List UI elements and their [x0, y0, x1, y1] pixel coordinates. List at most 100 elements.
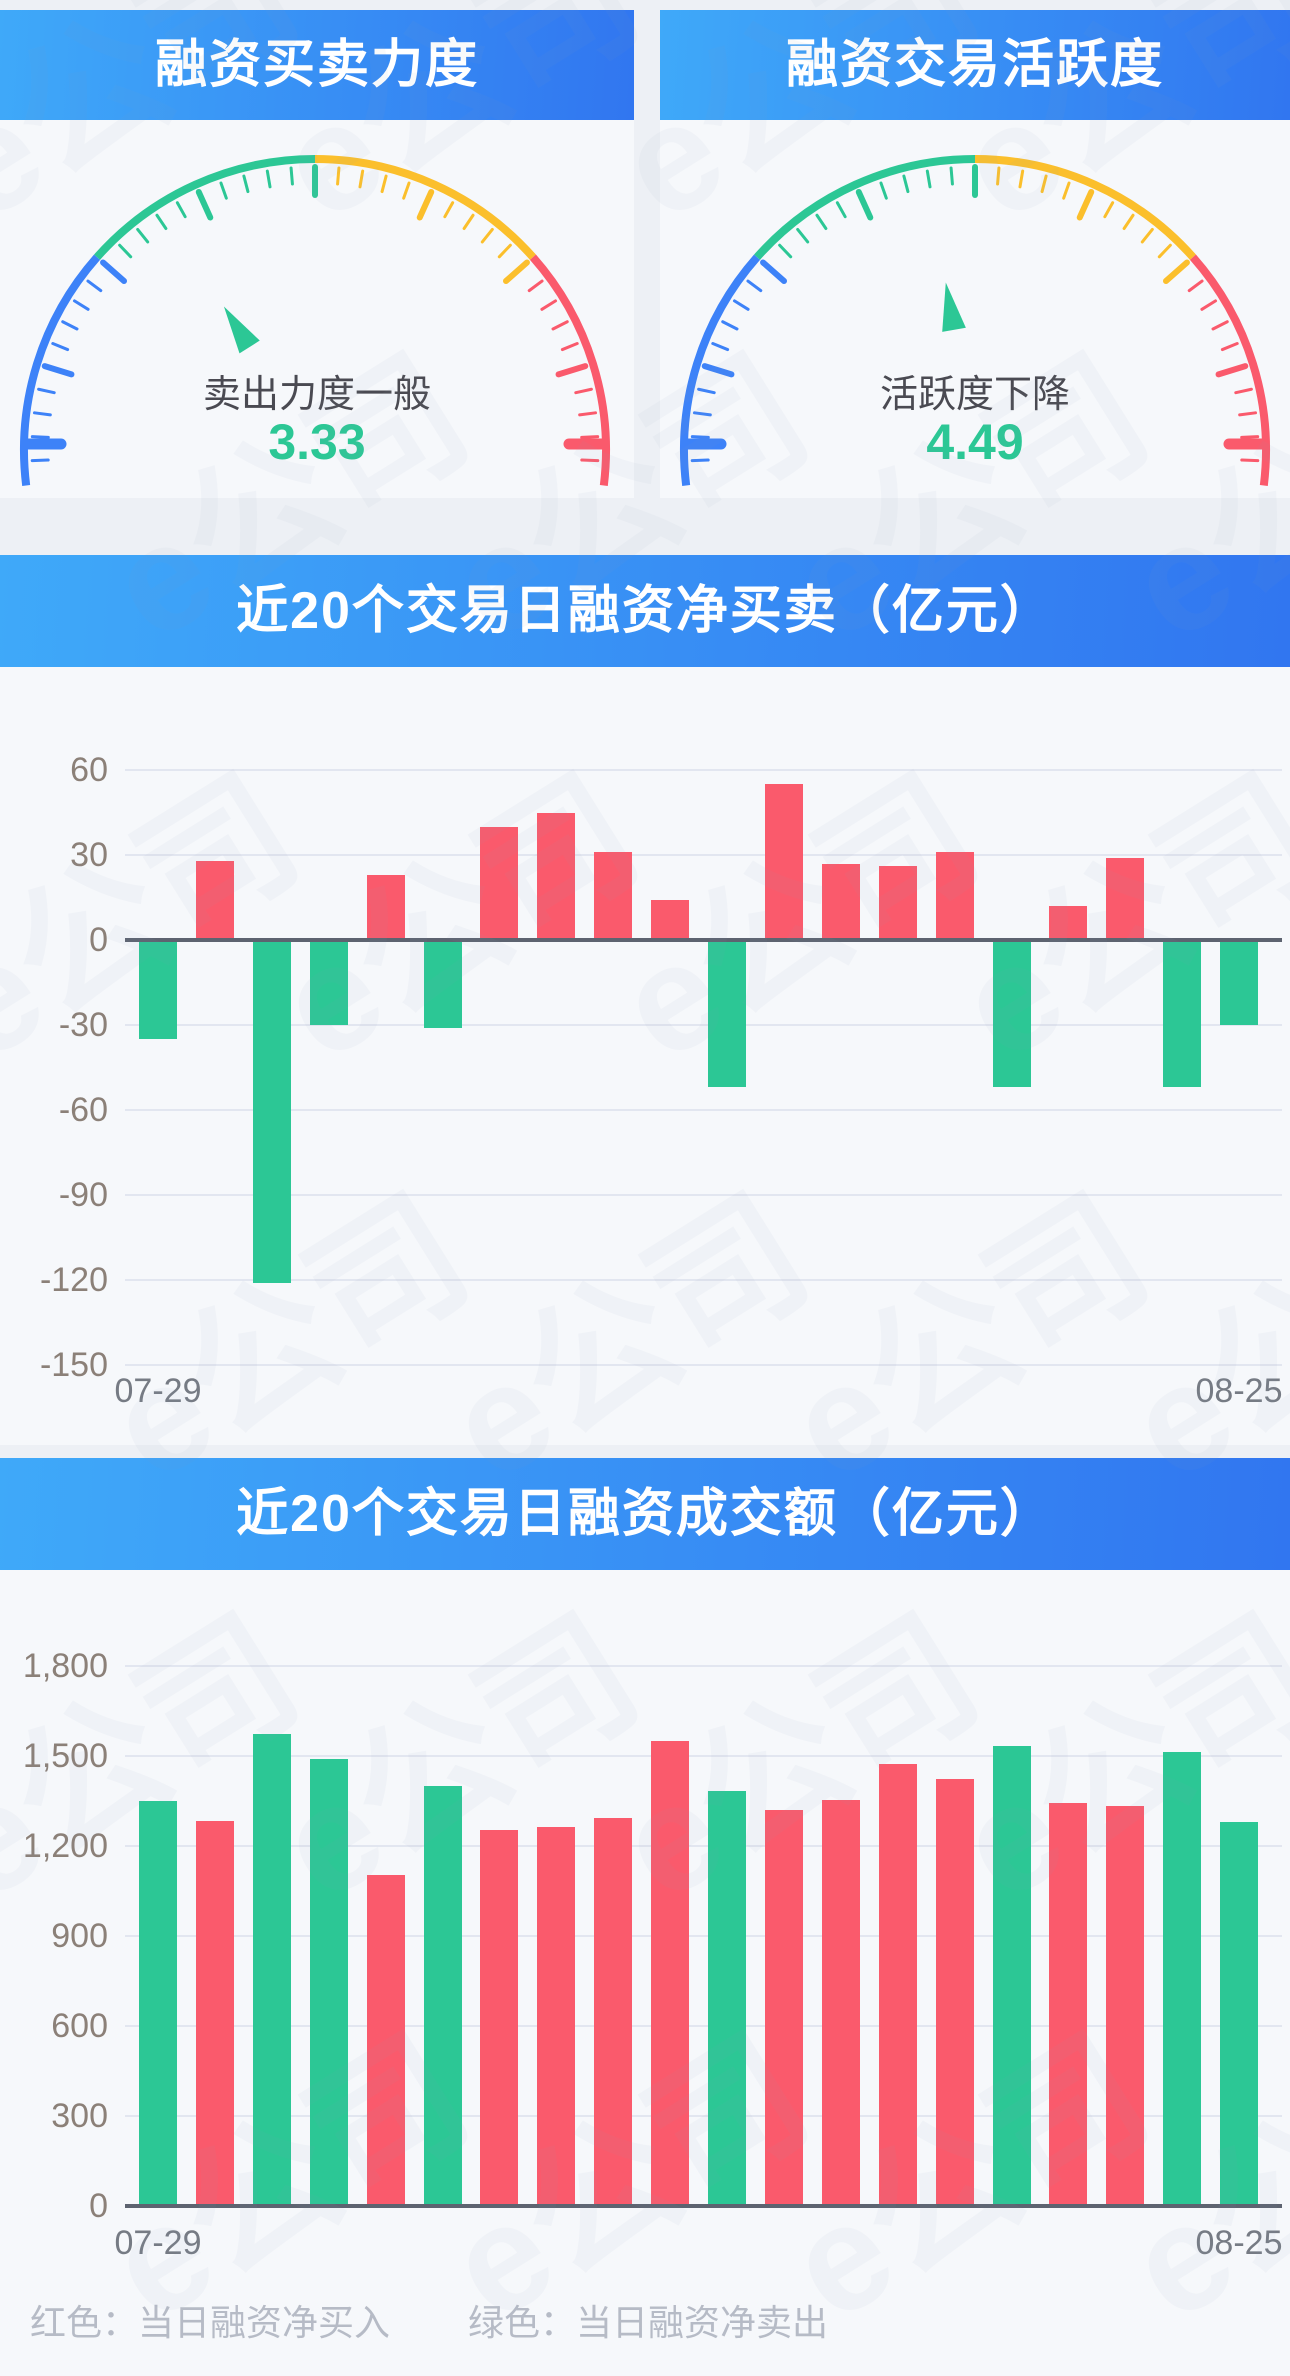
bar [878, 866, 917, 940]
gauge-minor-tick [1238, 411, 1258, 417]
chart-turnover-plot: 1,800 1,500 1,200 900 600 300 0 07-29 08-25 红色：当日… [0, 1570, 1290, 2376]
bar [1220, 940, 1259, 1025]
gauge-minor-tick [690, 435, 710, 439]
gauge-minor-tick [732, 299, 750, 311]
gauge-minor-tick [574, 387, 593, 395]
gauge-card-trading-activity: 融资交易活跃度 活跃度下降 4.49 [660, 10, 1290, 498]
bar [195, 1820, 234, 2206]
gauge-minor-tick [1062, 181, 1071, 200]
gauge-minor-tick [540, 299, 558, 311]
grid-line [125, 2025, 1282, 2027]
section-title: 近20个交易日融资成交额（亿元） [236, 1485, 1054, 1543]
gauge-arc-segment [20, 254, 101, 486]
gauge-major-tick [416, 188, 435, 221]
gauge-minor-tick [778, 243, 793, 259]
y-axis-label: 1,800 [22, 1647, 108, 1685]
gauge-minor-tick [32, 411, 52, 417]
x-axis-label-first: 07-29 [114, 1372, 202, 1410]
grid-line [125, 1935, 1282, 1937]
grid-line [125, 1755, 1282, 1757]
gauge-minor-tick [61, 320, 79, 331]
gauge-minor-tick [690, 458, 710, 463]
gauge-minor-tick [30, 458, 50, 463]
gauge-minor-tick [1234, 387, 1253, 395]
gauge-minor-tick [86, 279, 103, 293]
gauge-value: 4.49 [926, 414, 1024, 470]
bar [139, 940, 177, 1040]
gauge-card-title: 融资交易活跃度 [785, 36, 1164, 94]
gauge-minor-tick [949, 166, 954, 186]
gauge-needle [942, 282, 966, 332]
grid-line [125, 1665, 1282, 1667]
grid-line [125, 1845, 1282, 1847]
x-axis-zero-line [125, 938, 1282, 942]
gauge-minor-tick [902, 174, 910, 194]
bar [878, 1763, 917, 2206]
gauge-minor-tick [746, 279, 763, 293]
grid-line [125, 1363, 1282, 1366]
gauge-minor-tick [175, 201, 187, 219]
bar [651, 1741, 690, 2206]
banner-turnover: 近20个交易日融资成交额（亿元） [0, 1458, 1290, 1570]
x-axis-label-last: 08-25 [1195, 2224, 1283, 2262]
gauge-major-tick [555, 363, 589, 378]
bar [480, 826, 519, 940]
section-turnover: 近20个交易日融资成交额（亿元） 1,800 1,500 1,200 900 600 30… [0, 1458, 1290, 2376]
gauge-minor-tick [1140, 227, 1154, 244]
y-axis-label: 60 [70, 751, 108, 789]
gauge-minor-tick [1240, 458, 1260, 463]
bar [821, 863, 860, 940]
gauge-minor-tick [1240, 435, 1260, 439]
gauge-minor-tick [925, 169, 932, 189]
y-axis-label: 1,500 [22, 1737, 108, 1775]
gauge-minor-tick [1157, 243, 1172, 259]
gauge-minor-tick [580, 458, 600, 463]
bar [764, 784, 803, 940]
gauge-minor-tick [835, 201, 847, 219]
gauge-minor-tick [796, 227, 810, 244]
grid-line [125, 1193, 1282, 1196]
gauge-minor-tick [289, 166, 294, 186]
bar [1106, 857, 1145, 940]
legend-green-label: 绿色：当日融资净卖出 [468, 2302, 829, 2343]
gauge-minor-tick [1040, 174, 1048, 194]
gauge-minor-tick [996, 166, 1001, 186]
grid-line [125, 1023, 1282, 1026]
gauge-major-tick [502, 259, 530, 285]
bar [708, 1790, 746, 2206]
gauge-minor-tick [265, 169, 272, 189]
gauge-status-label: 活跃度下降 [879, 374, 1070, 416]
gauge-minor-tick [118, 243, 133, 259]
grid-line [125, 854, 1282, 856]
gauge-arc-segment [754, 155, 976, 260]
x-axis-zero-line [125, 2204, 1282, 2208]
gauge-minor-tick [402, 181, 411, 200]
bar [1163, 1751, 1202, 2206]
bar [935, 852, 974, 940]
bar [935, 1778, 974, 2206]
bar [1163, 940, 1202, 1088]
gauge-arc-segment [1189, 254, 1270, 486]
y-axis-label: -60 [58, 1090, 108, 1129]
bar [309, 1759, 348, 2206]
footer-legend: 红色：当日融资净买入 绿色：当日融资净卖出 [30, 2294, 828, 2346]
bar [537, 812, 576, 940]
gauge-arc-segment [94, 155, 316, 260]
bar [423, 1786, 462, 2206]
y-axis-label: 300 [51, 2097, 108, 2135]
gauge-minor-tick [51, 342, 70, 352]
section-net-buy-sell: 近20个交易日融资净买卖（亿元） 60 30 0 -30 -60 -90 -120 -150 0… [0, 555, 1290, 1445]
bar [764, 1810, 803, 2206]
gauge-minor-tick [219, 181, 228, 200]
y-axis-label: -120 [39, 1260, 108, 1299]
gauge-minor-tick [1018, 169, 1025, 189]
gauge-major-tick [855, 188, 874, 221]
card-header: 融资交易活跃度 [660, 10, 1290, 120]
gauge-minor-tick [358, 169, 365, 189]
gauge-needle [223, 306, 260, 354]
bar [1049, 1802, 1088, 2206]
bar [1106, 1805, 1145, 2206]
bar [1049, 906, 1088, 940]
gauge-minor-tick [721, 320, 739, 331]
gauge-minor-tick [37, 387, 56, 395]
